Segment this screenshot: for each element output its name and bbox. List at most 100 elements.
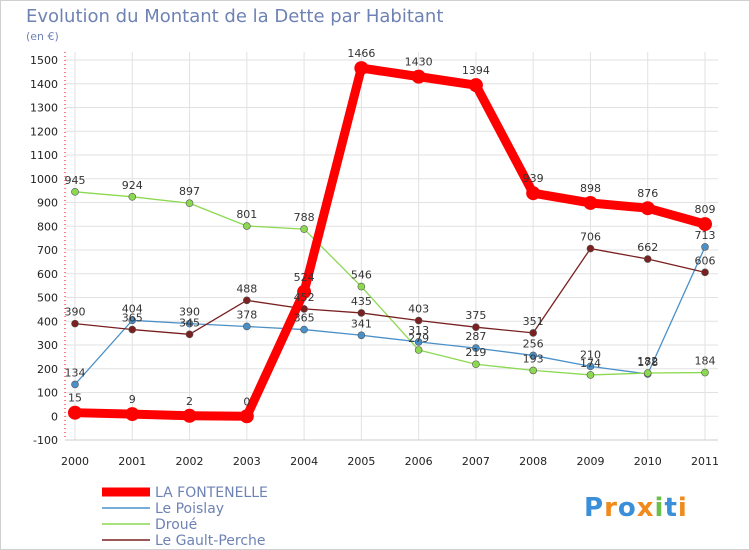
data-point [526, 186, 541, 201]
chart-subtitle: (en €) [26, 30, 59, 43]
data-label: 939 [523, 172, 544, 185]
y-tick-label: 600 [37, 268, 58, 281]
data-label: 404 [122, 302, 143, 315]
data-point [357, 309, 366, 317]
data-label: 345 [179, 316, 200, 329]
data-label: 15 [68, 392, 82, 405]
data-point [414, 338, 423, 346]
data-point [128, 325, 137, 334]
data-label: 313 [408, 324, 429, 337]
legend-label: LA FONTENELLE [155, 485, 268, 501]
data-label: 182 [637, 355, 658, 368]
data-label: 365 [122, 312, 143, 325]
data-point [71, 380, 79, 389]
y-tick-label: 400 [37, 315, 58, 328]
data-label: 2 [186, 395, 193, 408]
data-point [243, 296, 251, 305]
data-point [529, 329, 537, 337]
data-label: 403 [408, 303, 429, 316]
data-point [185, 330, 194, 339]
data-point [701, 243, 709, 251]
data-point [529, 351, 537, 360]
data-label: 706 [580, 231, 601, 244]
y-tick-label: 200 [37, 363, 58, 376]
y-tick-label: 1400 [30, 78, 58, 91]
data-point [701, 368, 709, 377]
data-label: 287 [465, 330, 486, 343]
data-point [472, 344, 480, 352]
data-point [357, 331, 366, 340]
data-label: 210 [580, 348, 601, 361]
y-tick-label: 1100 [30, 149, 58, 162]
y-tick-label: 300 [37, 339, 58, 352]
x-tick-label: 2011 [691, 455, 719, 468]
series-line [74, 247, 706, 335]
logo-text: Proxiti [584, 493, 688, 523]
data-label: 488 [236, 282, 257, 295]
y-tick-label: 1200 [30, 125, 58, 138]
data-point [300, 325, 308, 334]
data-point [185, 319, 194, 328]
data-label: 9 [129, 393, 136, 406]
data-point [586, 362, 595, 371]
data-point [71, 319, 79, 328]
data-label: 1466 [347, 47, 375, 60]
y-tick-label: 900 [37, 197, 58, 210]
data-point [68, 405, 82, 420]
data-label: 924 [122, 179, 143, 192]
data-point [128, 193, 137, 201]
data-label: 524 [294, 271, 315, 284]
data-label: 788 [294, 211, 315, 224]
x-tick-label: 2005 [347, 455, 375, 468]
data-label: 279 [408, 332, 429, 345]
data-label: 897 [179, 185, 200, 198]
y-tick-label: 700 [37, 244, 58, 257]
data-point [411, 69, 426, 84]
data-point [586, 371, 595, 379]
data-point [300, 225, 308, 233]
data-point [414, 346, 423, 354]
data-point [185, 199, 194, 208]
series-line [70, 63, 710, 421]
data-point [640, 201, 655, 216]
y-tick-label: -100 [33, 434, 58, 447]
data-label: 801 [236, 208, 257, 221]
data-label: 256 [523, 337, 544, 350]
data-point [297, 284, 312, 299]
data-point [643, 255, 652, 263]
data-label: 1430 [405, 56, 433, 69]
data-label: 809 [695, 203, 716, 216]
x-tick-label: 2008 [519, 455, 547, 468]
data-label: 219 [465, 346, 486, 359]
data-label: 435 [351, 295, 372, 308]
data-label: 390 [179, 306, 200, 319]
data-labels: 134 404 390 378 365 341 313 287 256 210 178 713 945 9… [65, 47, 716, 408]
proxiti-logo: Proxiti [584, 493, 688, 523]
data-point [583, 195, 598, 210]
data-point [71, 188, 79, 196]
data-label: 1394 [462, 64, 490, 77]
x-tick-label: 2002 [176, 455, 204, 468]
data-label: 365 [294, 312, 315, 325]
x-tick-label: 2000 [61, 455, 89, 468]
data-point [357, 282, 366, 291]
x-tick-label: 2001 [118, 455, 146, 468]
data-point [182, 408, 197, 423]
data-label: 134 [65, 366, 86, 379]
x-tick-label: 2006 [405, 455, 433, 468]
data-label: 945 [65, 174, 86, 187]
data-label: 0 [243, 395, 250, 408]
data-point [414, 316, 423, 325]
legend-label: Droué [155, 517, 197, 533]
x-tick-label: 2009 [576, 455, 604, 468]
plot-area [65, 52, 718, 440]
data-point [701, 268, 709, 277]
data-label: 178 [637, 356, 658, 369]
series-line [74, 191, 706, 376]
data-label: 184 [695, 355, 716, 368]
data-label: 378 [236, 308, 257, 321]
data-point [125, 407, 140, 422]
